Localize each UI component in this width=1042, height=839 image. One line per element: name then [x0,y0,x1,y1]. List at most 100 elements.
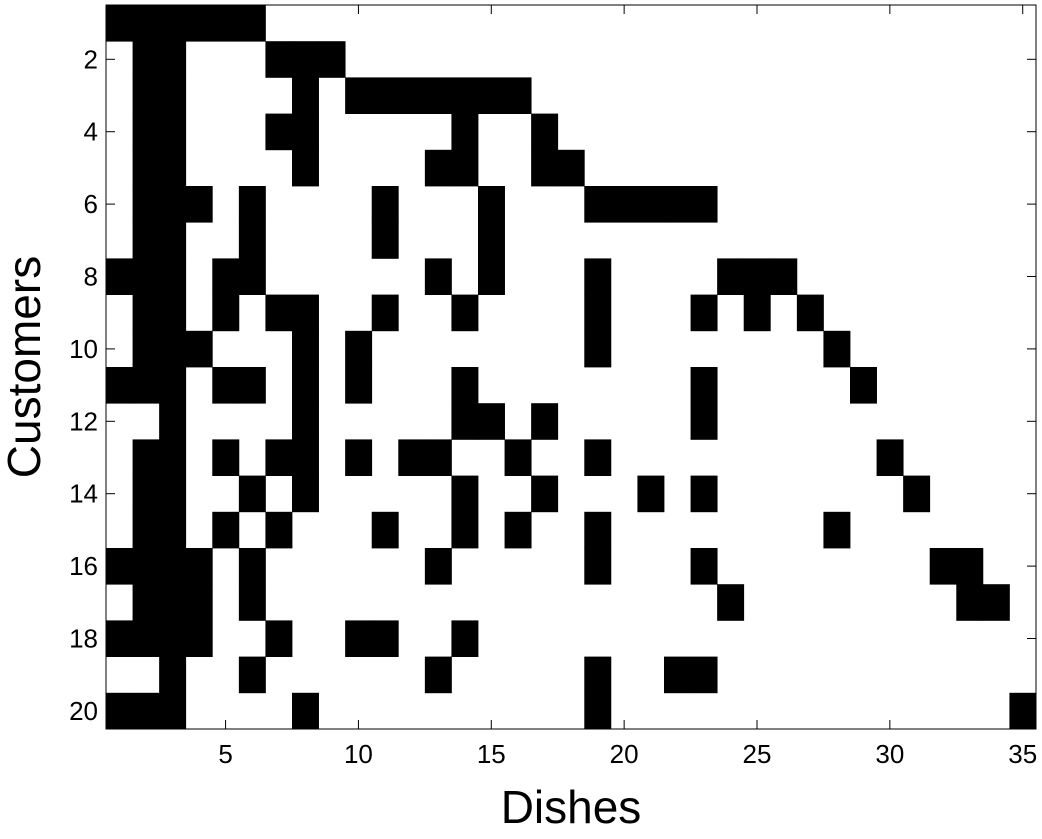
matrix-cell [212,439,240,476]
matrix-cell [238,5,266,42]
matrix-cell [451,294,479,332]
matrix-cell [292,403,319,440]
x-tick-labels: 5 10 15 20 25 30 35 [218,739,1037,769]
matrix-cell [132,475,160,513]
matrix-cell [265,620,293,657]
matrix-cell [584,439,612,476]
matrix-cell [424,258,452,295]
matrix-cell [292,41,319,78]
matrix-cell [159,186,187,223]
matrix-cell [584,511,612,549]
matrix-cell [185,620,213,657]
matrix-cell [531,475,559,513]
matrix-cell [292,692,319,730]
matrix-cell [159,258,187,295]
y-tick-label: 16 [69,551,98,581]
matrix-cell [238,584,266,621]
matrix-cell [982,584,1010,621]
matrix-cell [451,113,479,151]
matrix-cell [903,475,931,513]
matrix-cell [132,77,160,114]
matrix-cell [132,186,160,223]
matrix-cell [292,439,319,476]
matrix-cell [770,258,798,295]
matrix-cell [584,186,612,223]
matrix-cell [850,367,877,404]
matrix-cell [345,439,373,476]
matrix-cell [132,511,160,549]
matrix-cell [185,330,213,368]
matrix-cell [584,692,612,730]
matrix-cell [132,113,160,151]
matrix-cell [424,656,452,694]
matrix-cell [451,77,479,114]
x-tick-label: 25 [743,739,772,769]
matrix-cell [185,548,213,585]
matrix-cell [292,77,319,114]
matrix-cell [132,692,160,730]
matrix-cell [265,41,293,78]
matrix-cell [185,584,213,621]
matrix-cell [238,367,266,404]
matrix-cell [132,439,160,476]
matrix-cell [451,367,479,404]
matrix-cell [743,258,771,295]
matrix-cell [451,149,479,187]
matrix-cell [690,475,718,513]
matrix-cell [265,439,293,476]
x-tick-label: 5 [218,739,232,769]
matrix-cell [159,77,187,114]
matrix-cell [956,548,984,585]
x-tick-label: 30 [875,739,904,769]
matrix-cell [584,294,612,332]
matrix-cell [106,5,133,42]
matrix-cell [398,439,426,476]
matrix-cell [371,77,399,114]
matrix-cell [132,41,160,78]
matrix-cell [292,367,319,404]
axis-ticks [106,5,1036,729]
matrix-cell [159,548,187,585]
matrix-cell [345,77,373,114]
matrix-cell [929,548,957,585]
matrix-cell [584,258,612,295]
matrix-cell [345,330,373,368]
matrix-cell [637,186,665,223]
matrix-cell [185,5,213,42]
matrix-cell [451,620,479,657]
matrix-cell [664,186,691,223]
y-tick-label: 4 [84,117,98,147]
y-tick-label: 12 [69,406,98,436]
matrix-cell [743,294,771,332]
matrix-cell [717,258,745,295]
matrix-cell [238,258,266,295]
matrix-cell [159,656,187,694]
x-axis-label: Dishes [501,781,642,833]
matrix-cell [823,330,851,368]
matrix-cell [956,584,984,621]
matrix-cell [610,186,638,223]
matrix-cell [504,511,532,549]
matrix-cell [238,222,266,259]
matrix-cell [159,439,187,476]
matrix-cell [212,511,240,549]
matrix-cell [531,149,559,187]
matrix-cell [292,149,319,187]
matrix-cell [159,367,187,404]
matrix-cell [531,113,559,151]
matrix-cell [132,294,160,332]
matrix-cell [531,403,559,440]
matrix-cell [690,656,718,694]
x-tick-label: 10 [344,739,373,769]
y-tick-label: 6 [84,189,98,219]
matrix-cell [159,41,187,78]
matrix-cell [318,41,346,78]
x-tick-label: 35 [1008,739,1037,769]
matrix-cell [159,149,187,187]
matrix-cell [451,475,479,513]
matrix-cell [584,656,612,694]
matrix-cell [292,113,319,151]
matrix-cell [132,620,160,657]
matrix-cell [159,620,187,657]
matrix-cell [424,77,452,114]
